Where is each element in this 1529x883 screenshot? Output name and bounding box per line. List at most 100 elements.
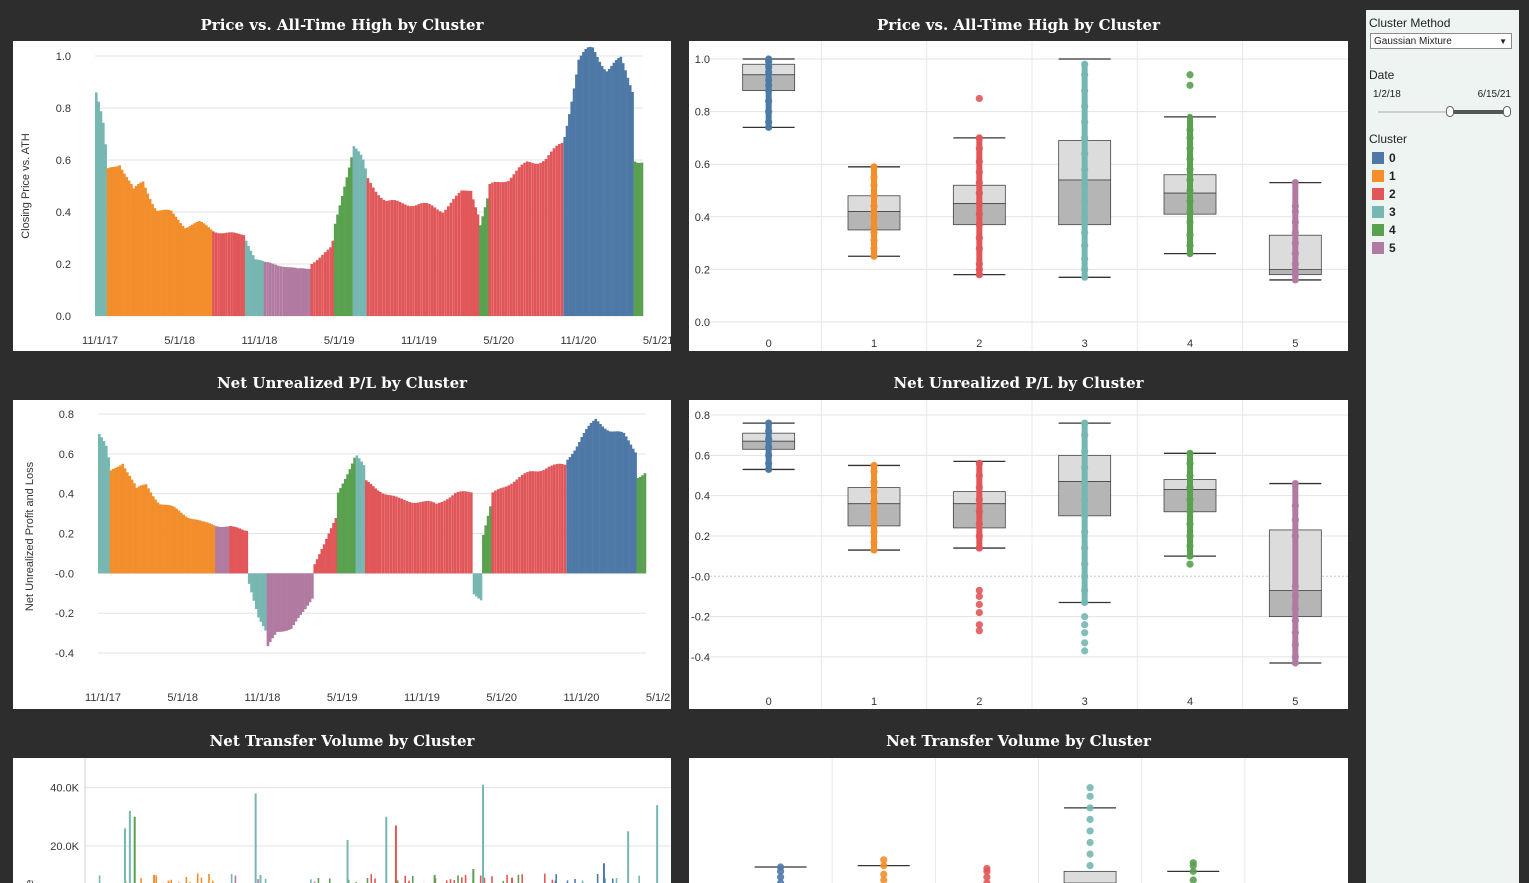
price-line-svg: 0.00.20.40.60.81.0Closing Price vs. ATH1… [13, 41, 671, 351]
data-point [976, 158, 983, 165]
area-bar [362, 160, 365, 316]
x-tick-label: 5/1/19 [324, 335, 355, 347]
cluster-swatch-4 [1372, 224, 1384, 236]
area-bar [236, 233, 239, 316]
area-bar [467, 191, 470, 316]
volume-bar [374, 878, 376, 883]
data-point [1292, 641, 1299, 648]
area-bar [634, 452, 637, 573]
data-point [1186, 82, 1193, 89]
data-point [976, 496, 983, 503]
area-bar [339, 488, 342, 573]
area-bar [107, 168, 110, 316]
data-point [1186, 71, 1193, 78]
data-point [870, 546, 877, 553]
area-bar [111, 167, 114, 316]
data-point [1081, 71, 1088, 78]
area-bar [290, 573, 293, 628]
area-bar [604, 429, 607, 574]
area-bar [467, 492, 470, 574]
area-bar [357, 151, 360, 316]
vol-box-chart[interactable]: 20.0K40.0K [689, 758, 1348, 883]
date-range-end: 6/15/21 [1478, 89, 1511, 100]
area-bar [118, 165, 121, 316]
vol-line-chart[interactable]: 20.0K40.0KVolume [13, 758, 671, 883]
area-bar [355, 149, 358, 316]
area-bar [116, 166, 119, 316]
volume-bar [544, 874, 546, 883]
area-bar [200, 222, 203, 316]
area-bar [585, 429, 588, 573]
area-bar [198, 221, 201, 316]
area-bar [431, 205, 434, 316]
price-line-chart[interactable]: 0.00.20.40.60.81.0Closing Price vs. ATH1… [13, 41, 671, 351]
date-slider-start-handle[interactable] [1446, 106, 1454, 117]
area-bar [592, 421, 595, 574]
area-bar [250, 573, 253, 592]
area-bar [553, 148, 556, 316]
area-bar [550, 466, 553, 574]
volume-bar [99, 876, 101, 883]
area-bar [430, 501, 433, 573]
area-bar [507, 181, 510, 316]
area-bar [542, 161, 545, 316]
data-point [1081, 274, 1088, 281]
area-bar [227, 526, 230, 573]
area-bar [203, 223, 206, 316]
area-bar [618, 431, 621, 573]
y-tick-label: 0.2 [695, 264, 710, 276]
data-point [870, 498, 877, 505]
area-bar [243, 235, 246, 316]
area-bar [470, 191, 473, 316]
data-point [1081, 496, 1088, 503]
area-bar [561, 143, 564, 316]
pl-line-chart[interactable]: -0.4-0.2-0.00.20.40.60.8Net Unrealized P… [13, 400, 671, 709]
area-bar [147, 194, 150, 316]
area-bar [418, 204, 421, 316]
area-bar [184, 228, 187, 316]
data-point [1081, 119, 1088, 126]
data-point [1081, 621, 1088, 628]
pl-box-chart[interactable]: -0.4-0.2-0.00.20.40.60.8012345 [689, 400, 1348, 709]
area-bar [636, 163, 639, 316]
vol-line-svg: 20.0K40.0KVolume [13, 758, 671, 883]
area-bar [427, 501, 430, 573]
area-bar [213, 525, 216, 573]
area-bar [342, 484, 345, 574]
data-point [765, 444, 772, 451]
area-bar [524, 473, 527, 573]
area-bar [401, 203, 404, 316]
data-point [1292, 516, 1299, 523]
volume-bar [574, 879, 576, 883]
price-box-chart[interactable]: 0.00.20.40.60.81.0012345 [689, 41, 1348, 351]
area-bar [393, 200, 396, 316]
area-bar [102, 123, 105, 316]
area-bar [321, 255, 324, 316]
date-slider-end-handle[interactable] [1503, 106, 1511, 117]
area-bar [388, 200, 391, 316]
area-bar [473, 573, 476, 594]
area-bar [360, 462, 363, 574]
y-tick-label: -0.4 [691, 652, 710, 664]
area-bar [336, 215, 339, 316]
cluster-method-dropdown[interactable]: Gaussian Mixture ▼ [1370, 33, 1512, 49]
area-bar [239, 528, 242, 573]
area-bar [438, 503, 441, 574]
area-bar [446, 499, 449, 573]
x-tick-label: 1 [871, 696, 877, 708]
area-bar [474, 207, 477, 316]
area-bar [571, 454, 574, 573]
area-bar [103, 441, 106, 573]
area-bar [112, 469, 115, 573]
x-tick-label: 11/1/18 [245, 692, 281, 704]
area-bar [558, 464, 561, 574]
data-point [1292, 218, 1299, 225]
volume-spike [255, 793, 257, 883]
area-bar [234, 527, 237, 573]
area-bar [297, 573, 300, 618]
area-bar [363, 465, 366, 573]
volume-bar [186, 877, 188, 883]
x-tick-label: 1 [871, 338, 877, 350]
area-bar [325, 539, 328, 573]
y-tick-label: -0.0 [55, 568, 74, 580]
